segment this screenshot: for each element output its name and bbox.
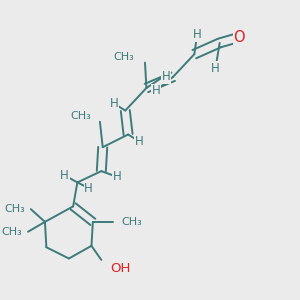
Text: CH₃: CH₃: [2, 227, 22, 237]
Text: H: H: [60, 169, 69, 182]
Text: CH₃: CH₃: [113, 52, 134, 62]
Text: H: H: [211, 62, 220, 75]
Text: H: H: [110, 97, 118, 110]
Text: H: H: [84, 182, 93, 194]
Text: H: H: [152, 84, 161, 97]
Text: CH₃: CH₃: [121, 217, 142, 227]
Text: OH: OH: [110, 262, 130, 275]
Text: H: H: [193, 28, 202, 41]
Text: H: H: [112, 170, 121, 183]
Text: CH₃: CH₃: [4, 204, 25, 214]
Text: H: H: [162, 70, 170, 83]
Text: O: O: [234, 30, 245, 45]
Text: H: H: [135, 135, 144, 148]
Text: CH₃: CH₃: [71, 111, 92, 121]
